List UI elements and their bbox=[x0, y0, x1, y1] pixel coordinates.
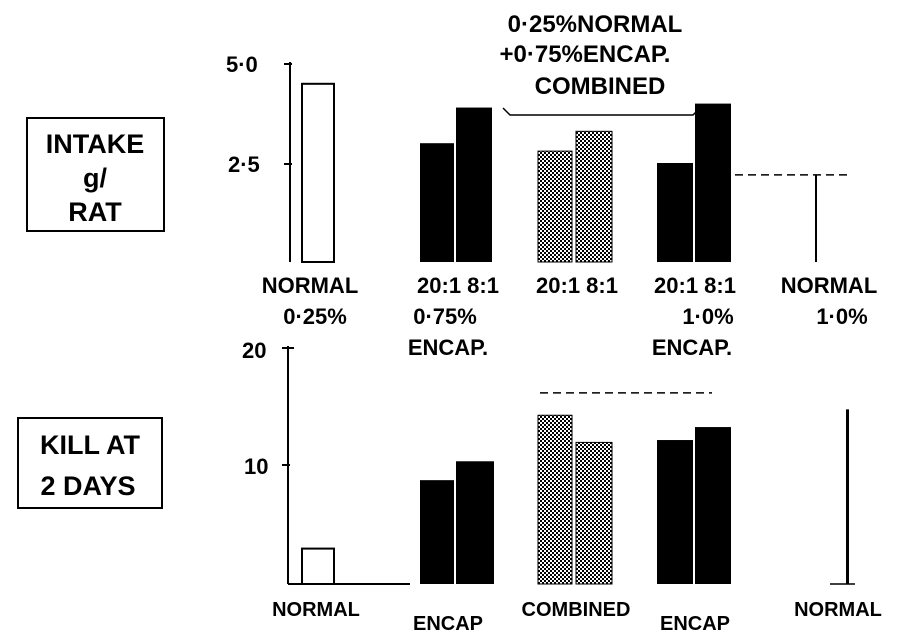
kill-tick-label-20: 20 bbox=[242, 338, 266, 363]
combined-annotation: 0·25%NORMAL +0·75%ENCAP. COMBINED bbox=[500, 11, 701, 116]
annotation-line-3: COMBINED bbox=[535, 73, 666, 100]
intake-group-3-line-2: ENCAP. bbox=[652, 335, 732, 360]
intake-title-line-3: RAT bbox=[68, 197, 122, 227]
intake-bar-0 bbox=[301, 82, 335, 263]
kill-tick-label-10: 10 bbox=[244, 454, 268, 479]
kill-group-4: NORMAL bbox=[794, 599, 882, 621]
intake-title-line-1: INTAKE bbox=[46, 129, 145, 159]
intake-group-4-line-0: NORMAL bbox=[781, 273, 878, 298]
kill-bar-3 bbox=[537, 414, 573, 585]
annotation-brace bbox=[502, 107, 701, 116]
intake-title-line-2: g/ bbox=[83, 163, 107, 193]
intake-bar-2 bbox=[456, 107, 492, 262]
intake-group-1-line-1: 0·75% bbox=[413, 304, 477, 329]
intake-tick-label-2-5: 2·5 bbox=[228, 152, 260, 177]
kill-bar-2 bbox=[456, 461, 494, 584]
intake-group-labels: NORMAL 0·25% 20:1 8:1 0·75% ENCAP. 20:1 … bbox=[262, 273, 878, 360]
kill-group-1: ENCAP bbox=[413, 613, 483, 632]
kill-group-0: NORMAL bbox=[272, 599, 360, 621]
kill-bar-0 bbox=[301, 547, 335, 585]
kill-bar-4 bbox=[575, 441, 613, 585]
annotation-line-1: 0·25%NORMAL bbox=[508, 11, 683, 38]
kill-group-3: ENCAP bbox=[660, 613, 730, 632]
intake-group-1-line-0: 20:1 8:1 bbox=[417, 273, 499, 298]
intake-bar-7 bbox=[815, 174, 817, 262]
kill-group-labels: NORMAL ENCAP COMBINED ENCAP NORMAL bbox=[272, 599, 882, 632]
intake-group-4-line-1: 1·0% bbox=[816, 304, 867, 329]
kill-group-2: COMBINED bbox=[522, 599, 631, 621]
intake-label-box: INTAKE g/ RAT bbox=[26, 117, 165, 232]
bars-layer bbox=[301, 82, 855, 585]
intake-group-0-line-0: NORMAL bbox=[262, 273, 359, 298]
annotation-line-2: +0·75%ENCAP. bbox=[500, 41, 671, 68]
intake-bar-1 bbox=[420, 143, 454, 262]
kill-label-box: KILL AT 2 DAYS bbox=[17, 417, 163, 509]
intake-bar-3 bbox=[537, 150, 573, 263]
kill-title-line-2: 2 DAYS bbox=[40, 471, 135, 501]
intake-group-0-line-1: 0·25% bbox=[283, 304, 347, 329]
intake-group-2-line-0: 20:1 8:1 bbox=[536, 273, 618, 298]
intake-bar-6 bbox=[695, 103, 731, 262]
kill-bar-7 bbox=[846, 409, 849, 584]
kill-bar-5 bbox=[657, 440, 693, 584]
intake-group-3-line-1: 1·0% bbox=[682, 304, 733, 329]
intake-group-1-line-2: ENCAP. bbox=[408, 335, 488, 360]
intake-group-3-line-0: 20:1 8:1 bbox=[654, 273, 736, 298]
intake-bar-5 bbox=[657, 163, 693, 262]
kill-bar-1 bbox=[420, 480, 454, 584]
intake-bar-4 bbox=[575, 130, 613, 263]
intake-tick-label-5: 5·0 bbox=[226, 52, 258, 77]
kill-title-line-1: KILL AT bbox=[40, 430, 140, 460]
kill-bar-6 bbox=[695, 427, 731, 584]
